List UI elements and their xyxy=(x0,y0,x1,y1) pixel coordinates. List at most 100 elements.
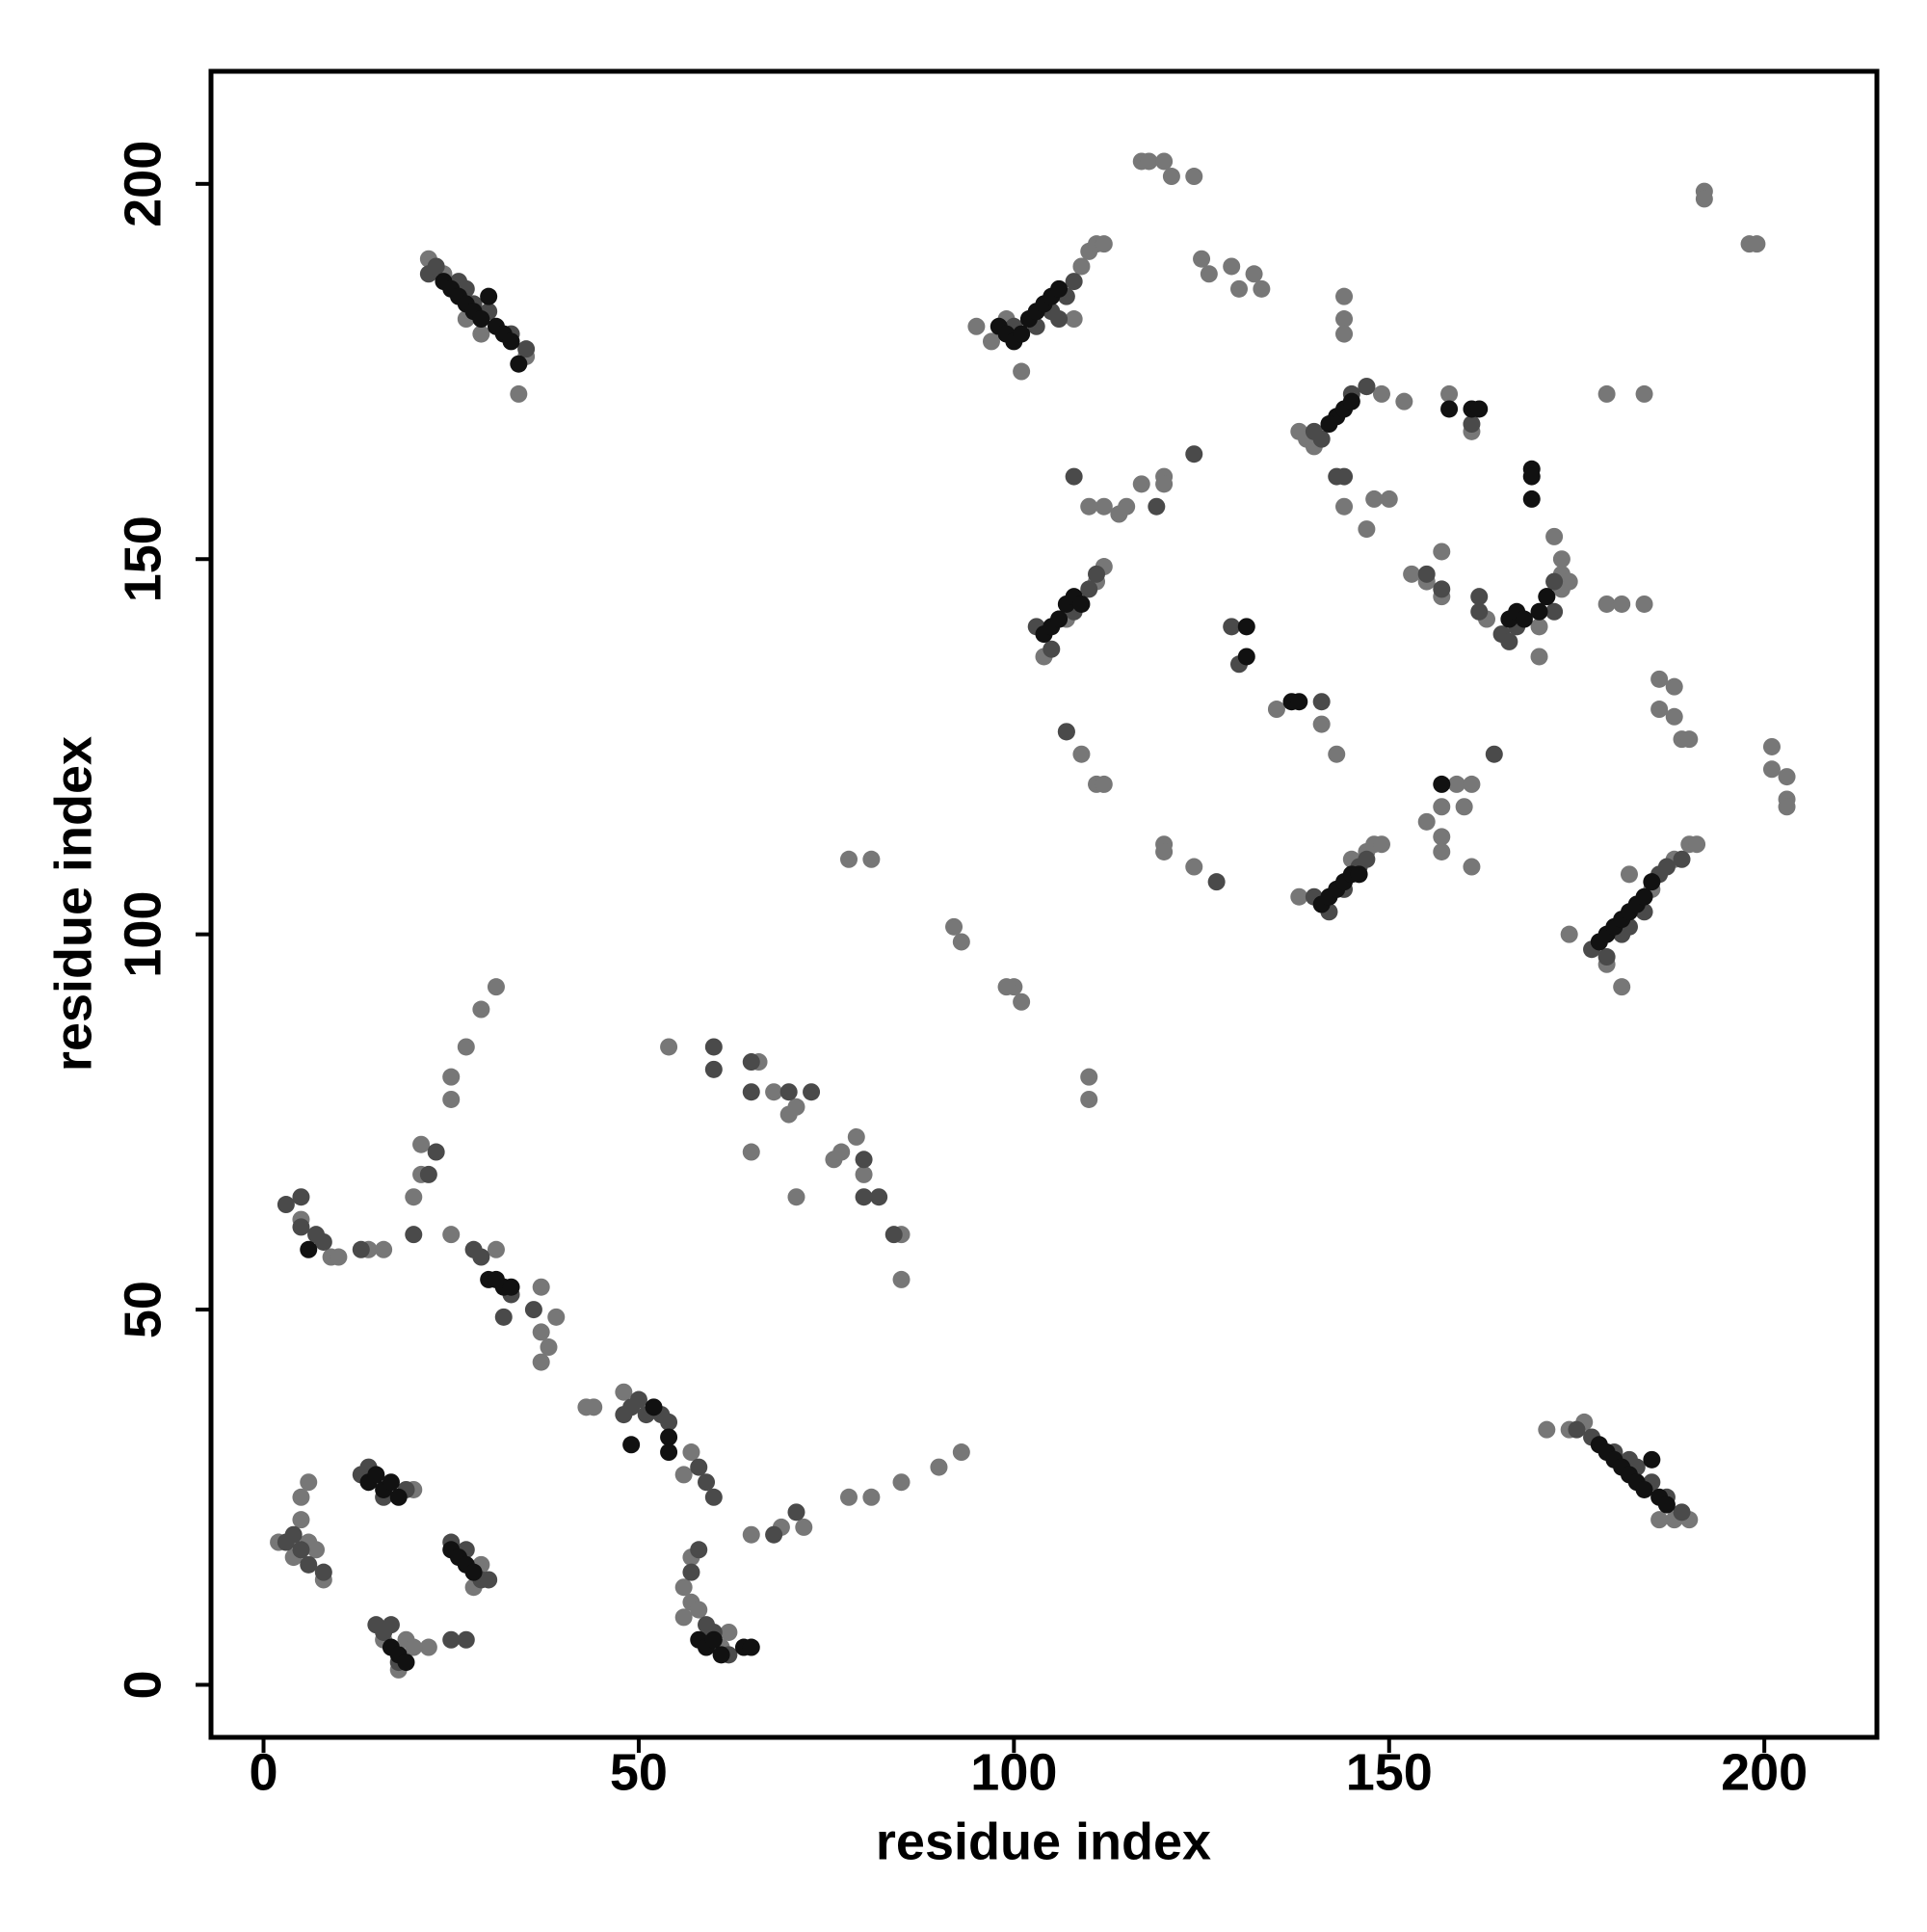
y-tick-label: 150 xyxy=(114,516,172,602)
point xyxy=(982,332,1000,351)
point xyxy=(1522,467,1541,486)
point xyxy=(472,1000,490,1019)
point xyxy=(840,850,858,868)
point xyxy=(1650,1511,1669,1529)
point xyxy=(1433,580,1451,598)
point xyxy=(1290,887,1308,906)
point xyxy=(1650,670,1669,688)
point xyxy=(674,1608,693,1627)
point xyxy=(1267,701,1285,719)
point xyxy=(1403,565,1421,583)
point xyxy=(517,340,536,358)
point xyxy=(1312,715,1331,733)
point xyxy=(742,1143,760,1161)
point xyxy=(1237,648,1255,666)
point xyxy=(472,1248,490,1266)
point xyxy=(660,1443,678,1462)
point xyxy=(472,310,490,329)
point xyxy=(1545,527,1564,545)
point xyxy=(1050,279,1069,298)
point xyxy=(765,1525,783,1544)
point xyxy=(1358,850,1376,868)
point xyxy=(1650,701,1669,719)
point xyxy=(840,1488,858,1506)
point xyxy=(502,332,520,351)
point xyxy=(1155,475,1174,493)
point xyxy=(779,1083,798,1101)
point xyxy=(1395,392,1413,410)
point xyxy=(1095,497,1113,516)
point xyxy=(307,1541,326,1559)
point xyxy=(1043,640,1061,658)
point xyxy=(1440,384,1459,403)
point xyxy=(1613,978,1631,996)
point xyxy=(1380,490,1398,508)
point xyxy=(292,1218,310,1236)
point xyxy=(742,1638,760,1656)
point xyxy=(1229,279,1248,298)
point xyxy=(382,1616,400,1634)
point xyxy=(1185,858,1203,876)
point xyxy=(892,1473,911,1492)
point xyxy=(1065,467,1083,486)
point xyxy=(284,1525,303,1544)
x-axis-title: residue index xyxy=(876,1813,1211,1870)
point xyxy=(352,1240,370,1258)
point xyxy=(1065,273,1083,291)
point xyxy=(1065,310,1083,329)
point xyxy=(698,1473,716,1492)
point xyxy=(1057,723,1075,741)
point xyxy=(1695,190,1713,208)
point xyxy=(540,1338,558,1357)
point xyxy=(510,355,528,373)
point xyxy=(1335,325,1354,343)
point xyxy=(1470,588,1489,606)
point xyxy=(457,1038,475,1056)
point xyxy=(1545,602,1564,621)
point xyxy=(682,1563,700,1581)
point xyxy=(1560,925,1578,943)
point xyxy=(427,1143,445,1161)
point xyxy=(1162,168,1180,186)
point xyxy=(1778,798,1796,816)
point xyxy=(1088,565,1106,583)
point xyxy=(862,1488,881,1506)
point xyxy=(405,1638,423,1656)
point xyxy=(997,978,1016,996)
point xyxy=(442,1226,461,1244)
point xyxy=(300,1555,318,1574)
point xyxy=(1635,595,1653,613)
point xyxy=(292,1541,310,1559)
point xyxy=(524,1301,542,1319)
point xyxy=(1050,310,1069,329)
point xyxy=(1597,948,1616,966)
point xyxy=(1095,775,1113,793)
point xyxy=(419,1638,437,1656)
point xyxy=(502,1278,520,1296)
point xyxy=(1620,865,1638,884)
point xyxy=(1290,693,1308,711)
point xyxy=(314,1563,332,1581)
point xyxy=(1455,798,1473,816)
point xyxy=(442,1090,461,1108)
point xyxy=(367,1466,385,1484)
point xyxy=(532,1353,550,1371)
point xyxy=(547,1308,566,1326)
x-tick-label: 50 xyxy=(610,1743,668,1801)
point xyxy=(1372,384,1390,403)
point xyxy=(1530,648,1548,666)
x-tick-label: 150 xyxy=(1346,1743,1433,1801)
point xyxy=(1013,325,1031,343)
point xyxy=(1433,842,1451,860)
point xyxy=(389,1488,408,1506)
point xyxy=(1552,550,1571,569)
x-tick-label: 200 xyxy=(1721,1743,1808,1801)
y-axis-title: residue index xyxy=(44,736,102,1072)
point xyxy=(704,1630,723,1649)
point xyxy=(1635,887,1653,906)
point xyxy=(292,1511,310,1529)
point xyxy=(1245,265,1263,283)
point xyxy=(1350,865,1368,884)
